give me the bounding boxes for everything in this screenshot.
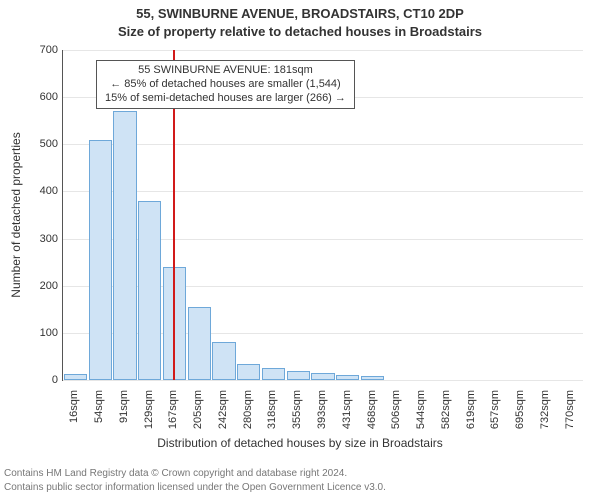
y-tick-label: 0 bbox=[52, 374, 58, 386]
info-box-line: ← 85% of detached houses are smaller (1,… bbox=[105, 78, 346, 92]
x-tick-label: 280sqm bbox=[242, 390, 254, 429]
y-tick-label: 600 bbox=[40, 91, 58, 103]
histogram-bar bbox=[287, 371, 310, 380]
histogram-bar bbox=[311, 373, 334, 380]
y-tick-label: 700 bbox=[40, 44, 58, 56]
info-box-line: 15% of semi-detached houses are larger (… bbox=[105, 92, 346, 106]
x-tick-label: 54sqm bbox=[93, 390, 105, 423]
y-gridline bbox=[63, 50, 583, 51]
x-tick-label: 468sqm bbox=[366, 390, 378, 429]
histogram-bar bbox=[237, 364, 260, 381]
info-box-line: 55 SWINBURNE AVENUE: 181sqm bbox=[105, 64, 346, 78]
x-tick-label: 16sqm bbox=[68, 390, 80, 423]
histogram-bar bbox=[212, 342, 235, 380]
y-axis-label: Number of detached properties bbox=[9, 132, 23, 297]
x-tick-label: 393sqm bbox=[316, 390, 328, 429]
histogram-bar bbox=[262, 368, 285, 380]
x-tick-label: 318sqm bbox=[266, 390, 278, 429]
chart-title-1: 55, SWINBURNE AVENUE, BROADSTAIRS, CT10 … bbox=[0, 6, 600, 21]
histogram-bar bbox=[89, 140, 112, 380]
histogram-bar bbox=[188, 307, 211, 380]
histogram-bar bbox=[64, 374, 87, 380]
x-tick-label: 732sqm bbox=[539, 390, 551, 429]
x-tick-label: 619sqm bbox=[465, 390, 477, 429]
histogram-bar bbox=[361, 376, 384, 380]
x-tick-label: 431sqm bbox=[341, 390, 353, 429]
x-tick-label: 242sqm bbox=[217, 390, 229, 429]
x-tick-label: 657sqm bbox=[489, 390, 501, 429]
x-tick-label: 770sqm bbox=[564, 390, 576, 429]
y-tick-label: 300 bbox=[40, 233, 58, 245]
x-axis-label: Distribution of detached houses by size … bbox=[0, 436, 600, 450]
x-tick-label: 582sqm bbox=[440, 390, 452, 429]
y-gridline bbox=[63, 144, 583, 145]
x-tick-label: 205sqm bbox=[192, 390, 204, 429]
y-gridline bbox=[63, 380, 583, 381]
y-gridline bbox=[63, 191, 583, 192]
footer-line-2: Contains public sector information licen… bbox=[4, 482, 386, 494]
y-tick-label: 100 bbox=[40, 327, 58, 339]
histogram-bar bbox=[113, 111, 136, 380]
histogram-bar bbox=[336, 375, 359, 380]
y-tick-label: 400 bbox=[40, 185, 58, 197]
footer-line-1: Contains HM Land Registry data © Crown c… bbox=[4, 468, 347, 480]
chart-title-2: Size of property relative to detached ho… bbox=[0, 24, 600, 39]
x-tick-label: 167sqm bbox=[167, 390, 179, 429]
x-tick-label: 506sqm bbox=[390, 390, 402, 429]
property-info-box: 55 SWINBURNE AVENUE: 181sqm← 85% of deta… bbox=[96, 60, 355, 109]
x-tick-label: 544sqm bbox=[415, 390, 427, 429]
x-tick-label: 695sqm bbox=[514, 390, 526, 429]
y-tick-label: 200 bbox=[40, 280, 58, 292]
x-tick-label: 129sqm bbox=[143, 390, 155, 429]
histogram-bar bbox=[138, 201, 161, 380]
x-tick-label: 355sqm bbox=[291, 390, 303, 429]
y-tick-label: 500 bbox=[40, 138, 58, 150]
x-tick-label: 91sqm bbox=[118, 390, 130, 423]
